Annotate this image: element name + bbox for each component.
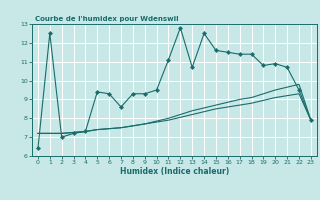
Text: Courbe de l'humidex pour Wdenswil: Courbe de l'humidex pour Wdenswil [35, 16, 179, 22]
X-axis label: Humidex (Indice chaleur): Humidex (Indice chaleur) [120, 167, 229, 176]
